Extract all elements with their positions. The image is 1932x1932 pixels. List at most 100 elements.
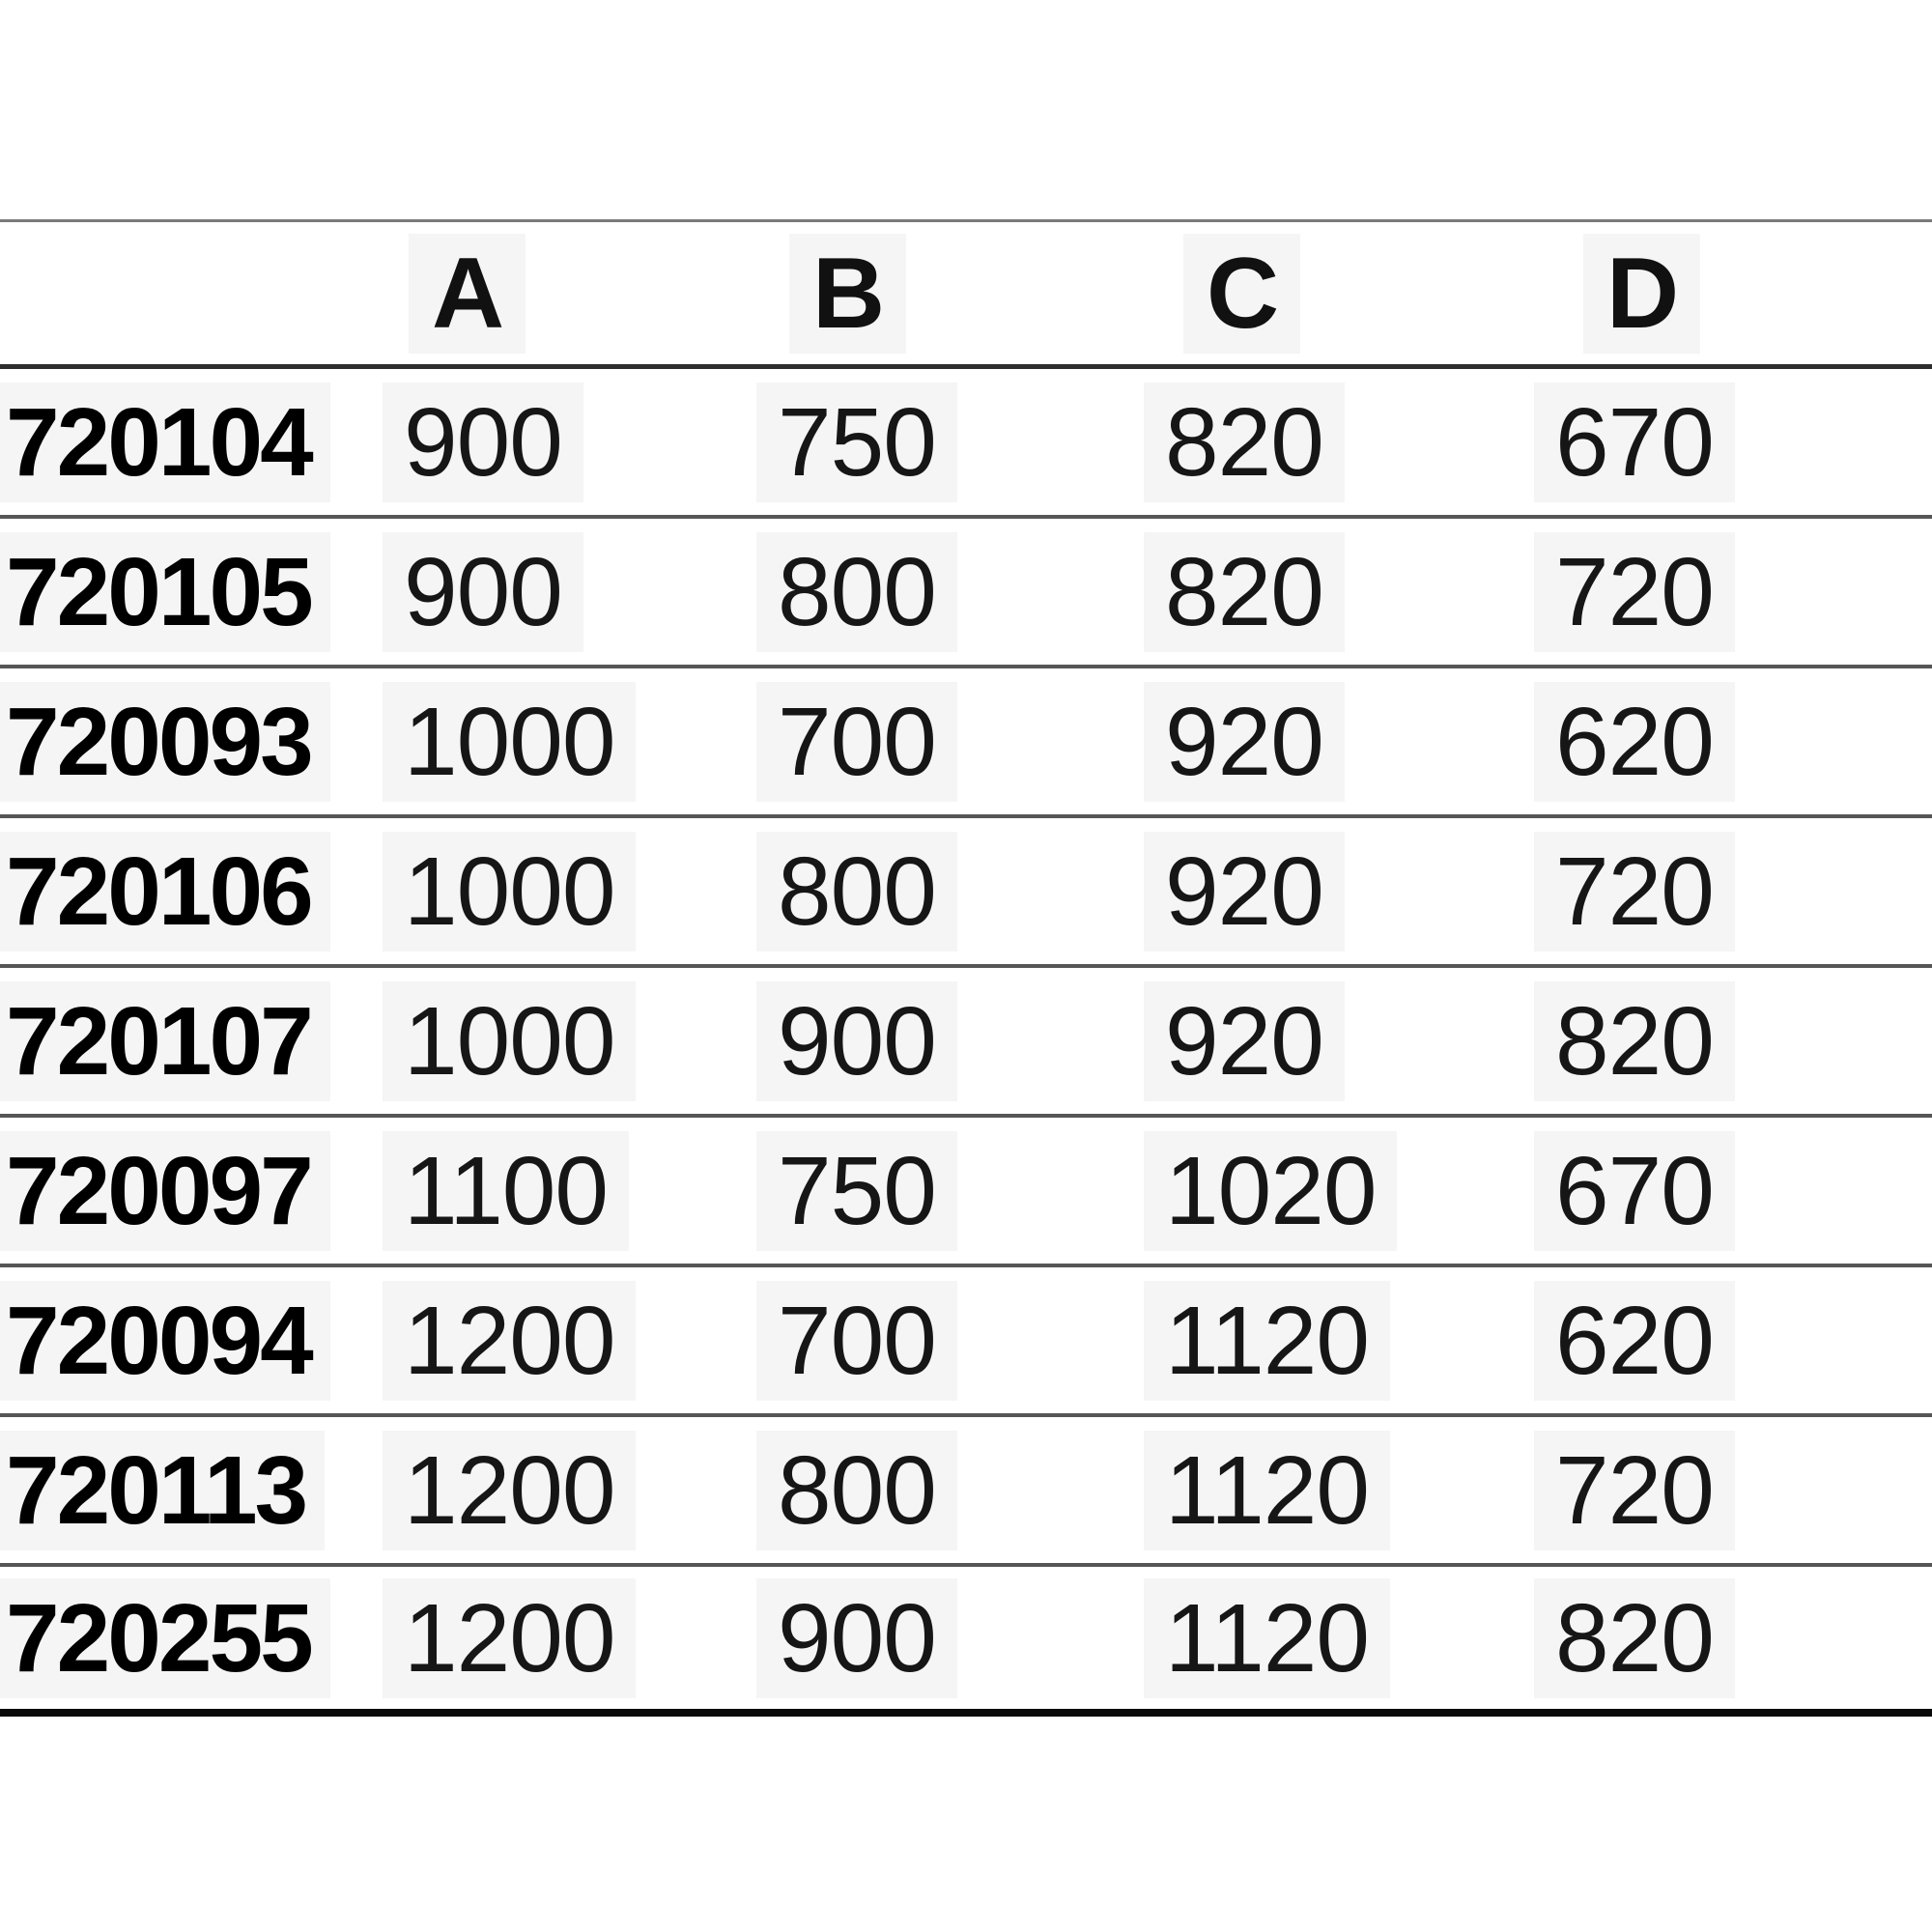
- cell-value-c: 920: [1144, 681, 1345, 802]
- row-code: 720113: [0, 1430, 326, 1550]
- cell-value-b: 800: [756, 831, 957, 952]
- cell-value-a: 900: [383, 531, 583, 652]
- value-cell-c: 1120: [1144, 1417, 1534, 1563]
- table-row: 720093 1000 700 920 620: [0, 668, 1932, 818]
- cell-value-a: 1000: [383, 831, 637, 952]
- cell-value-d: 720: [1534, 531, 1735, 652]
- cell-value-d: 720: [1534, 831, 1735, 952]
- table-row: 720097 1100 750 1020 670: [0, 1118, 1932, 1267]
- value-cell-d: 720: [1534, 519, 1932, 665]
- value-cell-b: 800: [756, 519, 1144, 665]
- value-cell-c: 920: [1144, 668, 1534, 814]
- header-cell-d: D: [1534, 222, 1932, 364]
- table-body: 720104 900 750 820 670 720105 900 800 82…: [0, 369, 1932, 1717]
- table-row: 720094 1200 700 1120 620: [0, 1267, 1932, 1417]
- cell-value-b: 700: [756, 681, 957, 802]
- row-code-cell: 720107: [0, 968, 383, 1114]
- row-code: 720106: [0, 831, 330, 952]
- cell-value-a: 1200: [383, 1577, 637, 1698]
- table-row: 720107 1000 900 920 820: [0, 968, 1932, 1118]
- cell-value-a: 1200: [383, 1280, 637, 1401]
- cell-value-d: 620: [1534, 1280, 1735, 1401]
- value-cell-d: 670: [1534, 1118, 1932, 1264]
- row-code-cell: 720255: [0, 1567, 383, 1709]
- cell-value-a: 1000: [383, 980, 637, 1101]
- row-code: 720105: [0, 531, 330, 652]
- row-code-cell: 720105: [0, 519, 383, 665]
- row-code-cell: 720094: [0, 1267, 383, 1413]
- table-header-row: A B C D: [0, 222, 1932, 369]
- header-cell-a: A: [383, 222, 756, 364]
- table-row: 720105 900 800 820 720: [0, 519, 1932, 668]
- value-cell-a: 1000: [383, 968, 756, 1114]
- row-code-cell: 720104: [0, 369, 383, 515]
- cell-value-a: 1200: [383, 1430, 637, 1550]
- cell-value-c: 1120: [1144, 1280, 1391, 1401]
- row-code-cell: 720093: [0, 668, 383, 814]
- spec-table: A B C D 720104 900 750 820 670: [0, 219, 1932, 1717]
- cell-value-b: 900: [756, 1577, 957, 1698]
- cell-value-d: 670: [1534, 1130, 1735, 1251]
- row-code-cell: 720106: [0, 818, 383, 964]
- header-label-a: A: [409, 233, 526, 354]
- value-cell-c: 820: [1144, 369, 1534, 515]
- table-row: 720113 1200 800 1120 720: [0, 1417, 1932, 1567]
- cell-value-b: 800: [756, 531, 957, 652]
- value-cell-c: 920: [1144, 968, 1534, 1114]
- value-cell-a: 1100: [383, 1118, 756, 1264]
- row-code: 720093: [0, 681, 330, 802]
- value-cell-a: 1000: [383, 818, 756, 964]
- cell-value-c: 920: [1144, 831, 1345, 952]
- header-cell-empty: [0, 222, 383, 364]
- value-cell-b: 700: [756, 1267, 1144, 1413]
- cell-value-c: 820: [1144, 531, 1345, 652]
- header-cell-b: B: [756, 222, 1144, 364]
- cell-value-b: 750: [756, 1130, 957, 1251]
- row-code-cell: 720113: [0, 1417, 383, 1563]
- value-cell-d: 620: [1534, 1267, 1932, 1413]
- value-cell-b: 800: [756, 818, 1144, 964]
- cell-value-d: 820: [1534, 1577, 1735, 1698]
- cell-value-c: 1120: [1144, 1430, 1391, 1550]
- header-label-c: C: [1183, 233, 1301, 354]
- value-cell-b: 700: [756, 668, 1144, 814]
- cell-value-d: 670: [1534, 382, 1735, 502]
- cell-value-b: 750: [756, 382, 957, 502]
- table-row: 720106 1000 800 920 720: [0, 818, 1932, 968]
- value-cell-a: 1200: [383, 1567, 756, 1709]
- cell-value-d: 820: [1534, 980, 1735, 1101]
- value-cell-b: 900: [756, 1567, 1144, 1709]
- value-cell-c: 920: [1144, 818, 1534, 964]
- value-cell-c: 1120: [1144, 1267, 1534, 1413]
- value-cell-b: 800: [756, 1417, 1144, 1563]
- value-cell-a: 1000: [383, 668, 756, 814]
- cell-value-c: 1020: [1144, 1130, 1398, 1251]
- cell-value-c: 820: [1144, 382, 1345, 502]
- row-code: 720255: [0, 1577, 330, 1698]
- value-cell-c: 1020: [1144, 1118, 1534, 1264]
- table-row: 720104 900 750 820 670: [0, 369, 1932, 519]
- cell-value-b: 700: [756, 1280, 957, 1401]
- value-cell-d: 820: [1534, 968, 1932, 1114]
- row-code: 720094: [0, 1280, 330, 1401]
- cell-value-a: 1100: [383, 1130, 630, 1251]
- value-cell-d: 720: [1534, 818, 1932, 964]
- value-cell-c: 820: [1144, 519, 1534, 665]
- value-cell-b: 750: [756, 369, 1144, 515]
- row-code-cell: 720097: [0, 1118, 383, 1264]
- header-cell-c: C: [1144, 222, 1534, 364]
- value-cell-c: 1120: [1144, 1567, 1534, 1709]
- value-cell-d: 620: [1534, 668, 1932, 814]
- value-cell-a: 1200: [383, 1417, 756, 1563]
- header-label-b: B: [789, 233, 907, 354]
- cell-value-b: 800: [756, 1430, 957, 1550]
- value-cell-d: 820: [1534, 1567, 1932, 1709]
- cell-value-a: 1000: [383, 681, 637, 802]
- value-cell-a: 900: [383, 369, 756, 515]
- table-row: 720255 1200 900 1120 820: [0, 1567, 1932, 1717]
- value-cell-b: 750: [756, 1118, 1144, 1264]
- value-cell-d: 670: [1534, 369, 1932, 515]
- value-cell-a: 900: [383, 519, 756, 665]
- value-cell-d: 720: [1534, 1417, 1932, 1563]
- cell-value-c: 1120: [1144, 1577, 1391, 1698]
